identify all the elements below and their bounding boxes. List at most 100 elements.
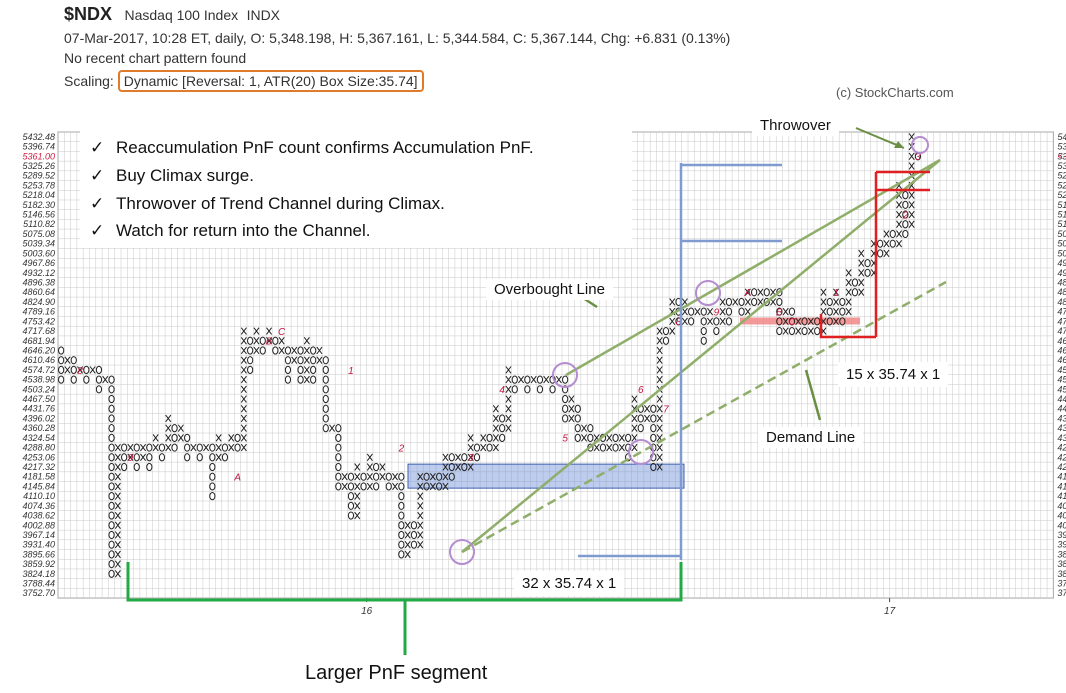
o-mark: [826, 317, 833, 326]
annotation-bullets: ✓ Reaccumulation PnF count confirms Accum…: [80, 130, 632, 248]
x-stroke: [593, 443, 600, 452]
x-stroke: [492, 434, 499, 442]
o-mark: [574, 414, 581, 423]
x-mark: [807, 327, 814, 335]
price-tick-label: 5075.08: [1057, 229, 1066, 239]
price-tick-label: 4574.72: [22, 365, 55, 375]
x-stroke: [114, 473, 121, 481]
o-mark: [310, 356, 317, 365]
x-stroke: [64, 356, 71, 364]
x-mark: [228, 443, 235, 452]
x-mark: [253, 327, 260, 335]
x-mark: [392, 482, 399, 491]
demand-line-label: Demand Line: [758, 427, 864, 448]
x-stroke: [114, 570, 121, 578]
o-mark: [385, 482, 392, 491]
x-mark: [883, 249, 890, 258]
x-mark: [656, 366, 663, 374]
overbought-line-label: Overbought Line: [486, 279, 613, 300]
price-tick-label: 3788.44: [22, 579, 55, 589]
x-mark: [429, 473, 436, 481]
x-mark: [114, 482, 121, 491]
o-mark: [562, 414, 569, 423]
small-count-base: [819, 314, 876, 339]
x-stroke: [240, 346, 247, 355]
o-mark: [549, 385, 556, 394]
x-stroke: [228, 443, 235, 452]
x-stroke: [883, 249, 890, 258]
x-stroke: [656, 327, 663, 335]
x-stroke: [467, 463, 474, 471]
x-stroke: [366, 463, 373, 471]
o-mark: [839, 307, 846, 316]
price-tick-label: 3859.92: [22, 559, 55, 569]
o-mark: [373, 482, 380, 491]
o-mark: [511, 385, 518, 394]
o-mark: [335, 424, 342, 433]
x-mark: [618, 443, 625, 452]
o-mark: [398, 540, 405, 549]
price-tick-label: 4217.32: [1057, 462, 1066, 472]
x-stroke: [253, 327, 260, 335]
o-mark: [335, 472, 342, 481]
x-mark: [606, 434, 613, 442]
x-stroke: [555, 375, 562, 384]
o-mark: [398, 511, 405, 520]
o-mark: [385, 472, 392, 481]
x-mark: [833, 288, 840, 296]
x-stroke: [858, 288, 865, 296]
x-mark: [505, 366, 512, 374]
x-stroke: [908, 201, 915, 209]
x-stroke: [656, 443, 663, 452]
x-stroke: [858, 278, 865, 287]
x-stroke: [303, 337, 310, 345]
o-mark: [725, 307, 733, 316]
x-mark: [606, 443, 613, 452]
x-mark: [530, 375, 537, 384]
x-mark: [581, 424, 588, 432]
x-stroke: [858, 259, 865, 267]
o-mark: [297, 346, 304, 355]
price-tick-label: 4145.84: [1057, 481, 1066, 491]
o-mark: [171, 433, 178, 442]
x-mark: [417, 521, 424, 529]
x-mark: [114, 502, 121, 510]
o-mark: [524, 375, 531, 384]
price-tick-label: 5182.30: [22, 200, 55, 210]
o-mark: [297, 365, 304, 374]
price-tick-label: 4717.68: [1057, 326, 1066, 336]
x-stroke: [240, 337, 247, 345]
o-mark: [108, 433, 115, 442]
o-mark: [247, 346, 254, 355]
x-mark: [492, 424, 499, 432]
o-mark: [398, 482, 405, 491]
o-mark: [574, 404, 581, 413]
x-mark: [102, 375, 109, 384]
x-mark: [114, 521, 121, 529]
x-stroke: [757, 298, 764, 306]
x-stroke: [392, 482, 399, 491]
x-stroke: [908, 162, 915, 170]
o-mark: [108, 424, 115, 433]
x-stroke: [719, 307, 726, 316]
x-mark: [656, 463, 663, 471]
x-stroke: [656, 395, 663, 403]
o-mark: [133, 462, 140, 472]
x-mark: [404, 540, 411, 549]
o-mark: [877, 239, 884, 248]
o-mark: [776, 307, 783, 316]
x-stroke: [858, 249, 865, 258]
trend-channel-line: [461, 159, 941, 553]
x-stroke: [291, 346, 298, 355]
x-mark: [165, 424, 172, 432]
price-tick-label: 5039.34: [1057, 239, 1066, 249]
x-stroke: [681, 317, 688, 326]
x-stroke: [820, 298, 827, 306]
x-mark: [581, 434, 588, 442]
x-stroke: [618, 434, 625, 442]
x-mark: [442, 453, 449, 461]
x-mark: [656, 424, 663, 432]
x-stroke: [354, 482, 361, 491]
x-stroke: [656, 375, 663, 384]
o-mark: [776, 297, 783, 307]
